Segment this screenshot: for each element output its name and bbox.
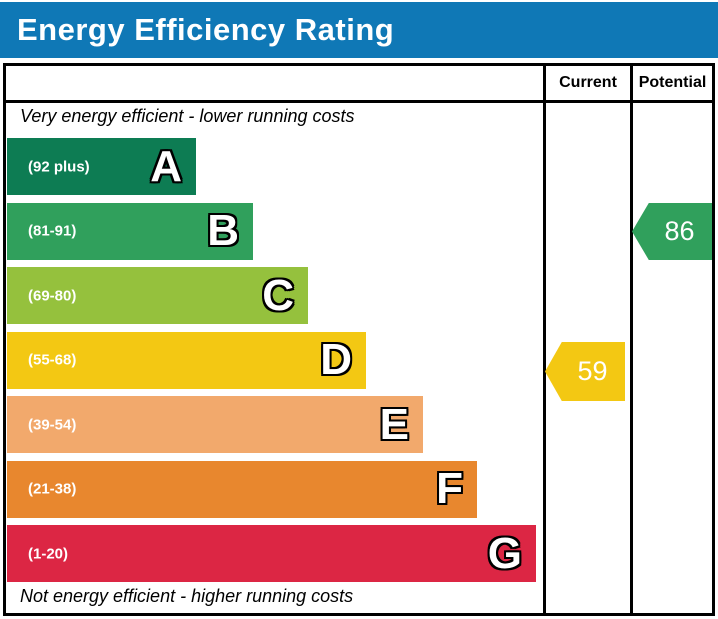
top-note: Very energy efficient - lower running co… bbox=[20, 106, 355, 126]
band-range-label: (21-38) bbox=[28, 480, 77, 498]
potential-column-divider bbox=[630, 66, 633, 613]
band-range-label: (1-20) bbox=[28, 545, 69, 562]
current-rating-arrow-icon: 59 bbox=[545, 342, 625, 401]
band-letter: G bbox=[487, 528, 522, 578]
band-letter: F bbox=[436, 464, 463, 513]
band-row-a: (92 plus) A bbox=[7, 138, 196, 195]
band-letter: B bbox=[207, 206, 239, 255]
band-row-c: (69-80) C bbox=[7, 267, 308, 324]
potential-column-header: Potential bbox=[638, 74, 707, 91]
band-row-b: (81-91) B bbox=[7, 202, 253, 260]
band-range-label: (55-68) bbox=[28, 351, 77, 369]
band-range-label: (81-91) bbox=[28, 222, 77, 240]
header-divider bbox=[6, 100, 712, 103]
bottom-note: Not energy efficient - higher running co… bbox=[20, 586, 354, 606]
band-range-label: (92 plus) bbox=[28, 158, 90, 175]
chart-area: Current Potential Very energy efficient … bbox=[6, 66, 712, 613]
band-range-label: (39-54) bbox=[28, 416, 77, 433]
band-letter: A bbox=[150, 141, 182, 191]
energy-rating-chart: Current Potential Very energy efficient … bbox=[3, 63, 715, 616]
current-column-header: Current bbox=[559, 74, 617, 91]
potential-rating-value: 86 bbox=[664, 216, 695, 246]
current-column-divider bbox=[543, 66, 546, 613]
potential-rating-arrow-icon: 86 bbox=[632, 203, 712, 260]
band-row-d: (55-68) D bbox=[7, 331, 366, 389]
band-range-label: (69-80) bbox=[28, 287, 77, 304]
band-letter: C bbox=[262, 270, 294, 320]
band-letter: E bbox=[379, 399, 409, 449]
title-bar: Energy Efficiency Rating bbox=[0, 2, 718, 58]
band-letter: D bbox=[320, 335, 352, 384]
band-row-g: (1-20) G bbox=[7, 525, 536, 582]
band-row-f: (21-38) F bbox=[7, 460, 477, 518]
band-row-e: (39-54) E bbox=[7, 396, 423, 453]
page-title: Energy Efficiency Rating bbox=[17, 12, 395, 47]
current-rating-value: 59 bbox=[577, 356, 608, 386]
